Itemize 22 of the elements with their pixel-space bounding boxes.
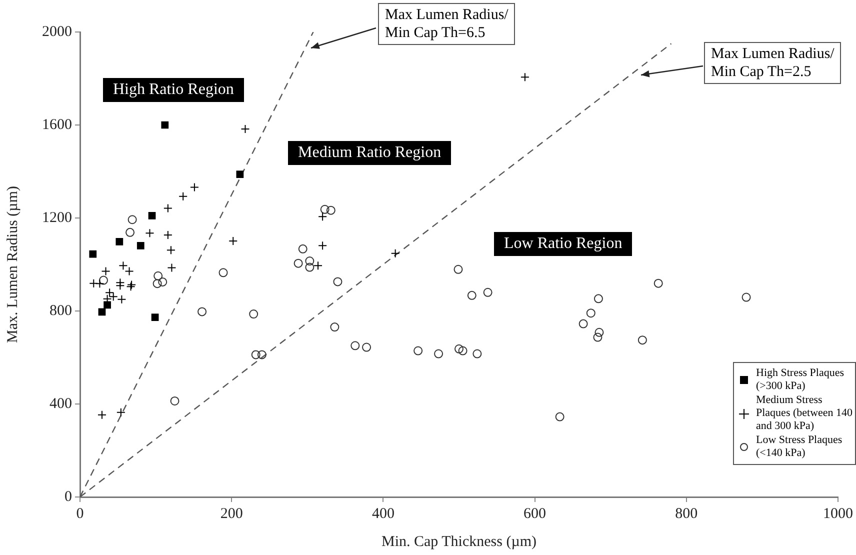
y-tick-label: 2000 bbox=[42, 24, 72, 40]
annotation: Medium Ratio Region bbox=[288, 141, 452, 165]
x-tick-label: 200 bbox=[220, 506, 243, 522]
y-tick-label: 0 bbox=[64, 488, 72, 505]
legend-label: Low Stress Plaques (<140 kPa) bbox=[756, 434, 844, 460]
x-tick-label: 800 bbox=[675, 506, 698, 522]
y-axis-title: Max. Lumen Radius (µm) bbox=[4, 186, 21, 343]
legend-label: High Stress Plaques (>300 kPa) bbox=[756, 367, 845, 393]
x-tick-label: 600 bbox=[524, 506, 546, 522]
y-tick-label: 1200 bbox=[42, 210, 72, 226]
x-tick-label: 0 bbox=[76, 506, 84, 522]
legend-label: Medium Stress Plaques (between 140 and 300 kPa) bbox=[756, 394, 853, 433]
annotation: Max Lumen Radius/ Min Cap Th=2.5 bbox=[704, 42, 842, 84]
annotation: Low Ratio Region bbox=[494, 232, 632, 256]
annotation: High Ratio Region bbox=[103, 78, 244, 102]
y-tick-label: 800 bbox=[50, 302, 72, 319]
annotation: Max Lumen Radius/ Min Cap Th=6.5 bbox=[378, 3, 516, 45]
x-axis-title: Min. Cap Thickness (µm) bbox=[381, 534, 537, 550]
x-tick-label: 400 bbox=[372, 506, 394, 522]
y-tick-label: 1600 bbox=[42, 116, 72, 133]
y-tick-label: 400 bbox=[50, 396, 72, 412]
x-tick-label: 1000 bbox=[823, 506, 853, 522]
